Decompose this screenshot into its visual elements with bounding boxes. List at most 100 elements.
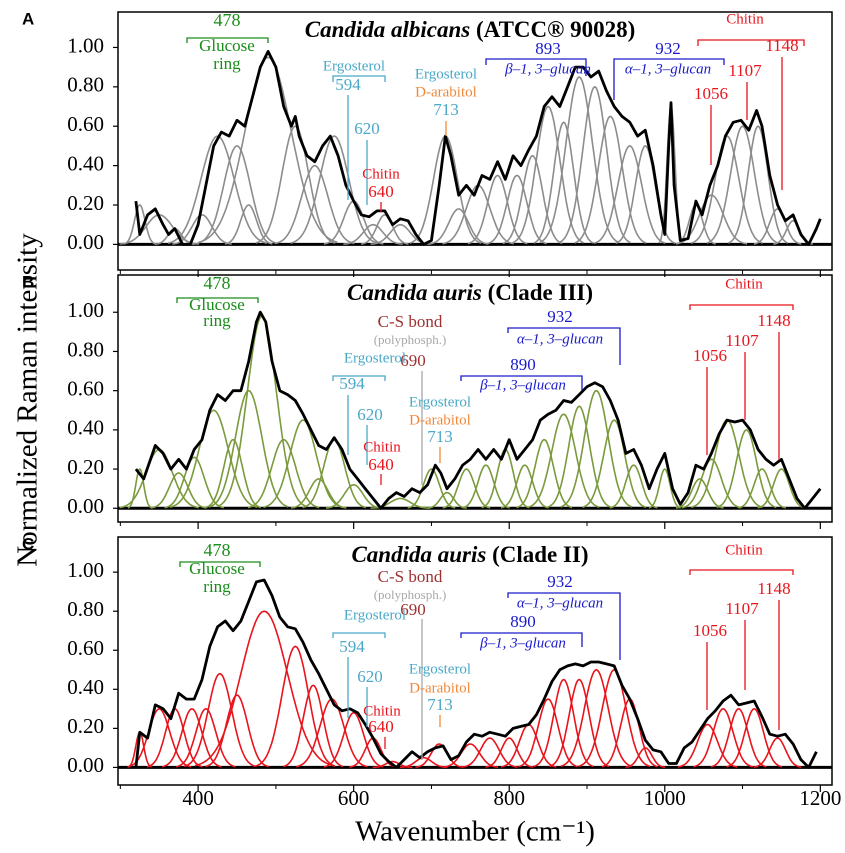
spectrum-envelope: [134, 50, 822, 246]
y-tick-label: 0.00: [67, 494, 104, 518]
panel: A Candida albicans (ATCC® 90028) 0.00 0.20 0…: [22, 9, 833, 277]
component-peak: [296, 698, 368, 768]
component-peak: [675, 478, 724, 509]
panel-title: Candida auris (Clade III): [347, 280, 593, 305]
component-peak: [442, 743, 499, 768]
annotation-text: Chitin: [363, 439, 401, 455]
component-peak: [197, 145, 277, 245]
component-peak: [518, 698, 579, 768]
y-tick-label: 1.00: [67, 33, 104, 57]
strain: (Clade III): [482, 280, 593, 305]
y-tick-label: 0.60: [67, 376, 104, 400]
annotation-text: C-S bond: [378, 567, 443, 586]
component-peak: [481, 448, 530, 509]
annotation-text: 478: [204, 540, 231, 560]
annotation-text: β–1, 3–glucan: [504, 61, 591, 77]
component-peak: [323, 711, 384, 768]
annotation-text: Ergosterol: [409, 661, 471, 677]
component-peak: [162, 707, 222, 768]
component-peak: [527, 413, 600, 508]
strain: (Clade II): [486, 542, 588, 567]
component-peak: [467, 174, 528, 245]
component-peak: [560, 668, 633, 768]
annotation-text: Glucose: [199, 36, 255, 55]
annotation-text: Glucose: [189, 559, 245, 578]
component-peak: [710, 707, 767, 768]
component-peak: [290, 135, 379, 244]
annotation-text: 890: [510, 612, 536, 631]
annotation-text: 594: [339, 637, 365, 656]
component-peak: [716, 429, 777, 509]
annotation-text: 690: [400, 351, 426, 370]
annotation-text: 1148: [757, 311, 790, 330]
annotation-text: 1148: [757, 579, 790, 598]
annotation-text: (polyphosph.): [374, 587, 447, 602]
x-tick-label: 1200: [799, 786, 841, 810]
panel-label: B: [22, 272, 34, 291]
component-peak: [726, 707, 783, 768]
annotation-text: 713: [427, 695, 453, 714]
component-peak: [533, 121, 594, 244]
component-peak: [127, 468, 152, 509]
y-tick-label: 0.20: [67, 714, 104, 738]
annotation-text: 1056: [693, 621, 727, 640]
component-peak: [172, 214, 232, 245]
annotation-text: 640: [368, 717, 394, 736]
component-peak: [194, 610, 334, 767]
y-axis-label: Normalized Raman intensity: [12, 233, 44, 567]
component-peak: [728, 125, 789, 244]
annotation-text: ring: [213, 54, 241, 73]
annotation-text: 932: [547, 307, 573, 326]
annotation-text: 620: [354, 119, 380, 138]
component-peak: [512, 105, 585, 244]
panel-title: Candida auris (Clade II): [351, 542, 588, 567]
annotation-line: [613, 58, 725, 100]
annotation-text: 1056: [694, 84, 728, 103]
component-peak: [547, 405, 612, 508]
component-peak: [675, 194, 748, 245]
y-tick-label: 0.40: [67, 416, 104, 440]
annotation-text: Ergosterol: [415, 66, 477, 82]
annotation-text: C-S bond: [378, 312, 443, 331]
y-tick-label: 0.20: [67, 191, 104, 215]
component-peak: [500, 464, 549, 509]
annotation-text: 640: [368, 455, 394, 474]
annotation-text: D-arabitol: [415, 84, 477, 100]
x-tick-label: 600: [338, 786, 370, 810]
y-tick-label: 0.80: [67, 73, 104, 97]
component-peak: [255, 125, 336, 244]
panel: C Candida auris (Clade II) 0.00 0.20 0.40 0.6…: [22, 534, 841, 809]
annotation-text: Chitin: [726, 11, 764, 27]
component-peak: [150, 472, 207, 509]
component-peak: [677, 723, 738, 768]
component-peak: [169, 409, 258, 508]
component-peak: [274, 164, 355, 245]
annotation-text: 478: [214, 10, 241, 30]
component-peak: [533, 678, 594, 768]
component-peak: [407, 468, 456, 509]
component-peak: [217, 315, 306, 507]
annotation-text: Chitin: [725, 276, 763, 292]
annotation-text: 932: [547, 572, 573, 591]
annotation-line: [689, 304, 794, 310]
component-peak: [208, 389, 289, 508]
component-peak: [323, 200, 384, 245]
panel-label: C: [22, 534, 34, 553]
component-peak: [625, 747, 666, 768]
component-peak: [706, 125, 779, 244]
panel-title: Candida albicans (ATCC® 90028): [305, 17, 635, 42]
y-tick-label: 0.00: [67, 230, 104, 254]
y-tick-label: 0.80: [67, 337, 104, 361]
component-peak: [263, 419, 343, 509]
annotation-line: [689, 569, 794, 575]
component-peak: [560, 389, 633, 508]
spectrum-envelope: [134, 578, 818, 769]
annotation-text: 893: [535, 39, 561, 58]
annotation-text: 713: [433, 100, 459, 119]
panel-frame: [117, 536, 833, 786]
annotation-line: [332, 375, 386, 381]
x-tick-label: 1000: [644, 786, 686, 810]
species: Candida albicans: [305, 17, 471, 42]
component-peak: [119, 448, 200, 509]
